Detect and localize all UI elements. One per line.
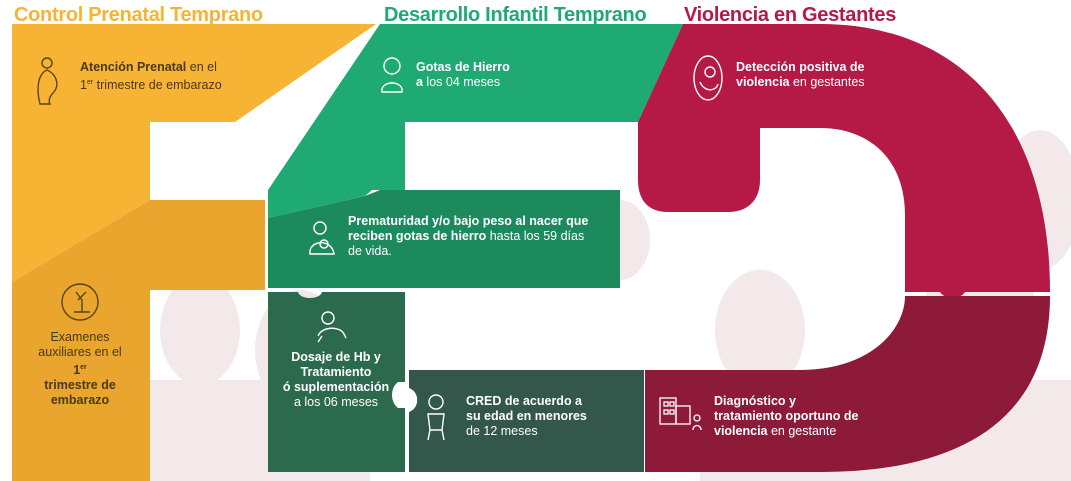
cred-l1: CRED de acuerdo a (466, 394, 583, 408)
dosaje-l4: a los 06 meses (293, 395, 379, 409)
card-diagnostico: Diagnóstico y tratamiento oportuno de vi… (714, 394, 874, 439)
header-violencia: Violencia en Gestantes (684, 4, 897, 26)
card-dosaje-hb: Dosaje de Hb y Tratamiento ó suplementac… (276, 350, 396, 410)
crawling-baby-icon (317, 311, 347, 343)
examenes-line2b: 1 (73, 363, 81, 378)
pregnant-woman-icon (37, 57, 58, 105)
cred-l3: de 12 meses (466, 424, 538, 438)
atencion-line2: trimestre de embarazo (93, 78, 222, 93)
header-control-prenatal: Control Prenatal Temprano (14, 4, 263, 26)
d-bottom-piece (645, 296, 1050, 472)
prematuridad-bold2: reciben gotas de hierro (348, 229, 487, 243)
diagnostico-bold3: violencia (714, 424, 768, 438)
four-bottom-piece (409, 370, 644, 472)
examenes-line3: trimestre de (44, 378, 116, 393)
atencion-line2-prefix: 1 (80, 78, 87, 93)
four-mid-piece (268, 190, 620, 288)
examenes-line4: embarazo (50, 393, 110, 408)
examenes-sup: er (80, 364, 87, 371)
prematuridad-bold1: Prematuridad y/o bajo peso al nacer que (348, 214, 589, 228)
prematuridad-rest2: hasta los 59 días (486, 229, 585, 243)
diagnostico-l2: tratamiento oportuno de (714, 409, 859, 423)
card-atencion-prenatal: Atención Prenatal en el 1er trimestre de… (80, 60, 240, 93)
card-deteccion-violencia: Detección positiva de violencia en gesta… (736, 60, 886, 90)
letter-f (12, 24, 376, 481)
four-top-piece (268, 24, 683, 218)
baby-icon (381, 57, 403, 93)
card-cred: CRED de acuerdo a su edad en menores de … (466, 394, 606, 439)
dosaje-l1: Dosaje de Hb y (291, 350, 381, 364)
gotas-rest: los 04 meses (422, 75, 501, 89)
dosaje-l3: ó suplementación (282, 380, 390, 394)
header-desarrollo-infantil: Desarrollo Infantil Temprano (384, 4, 647, 26)
examenes-line1: Examenes (50, 330, 110, 344)
f-top-piece (12, 24, 376, 282)
number-four (268, 24, 683, 472)
prematuridad-line3: de vida. (348, 244, 392, 258)
d-top-piece (638, 24, 1050, 298)
card-examenes-auxiliares: Examenes auxiliares en el 1er trimestre … (30, 330, 130, 408)
atencion-sup: er (86, 79, 94, 86)
diagnostico-rest3: en gestante (767, 424, 837, 438)
deteccion-bold2: violencia (736, 75, 790, 89)
letter-d (638, 24, 1050, 472)
toddler-icon (427, 394, 445, 441)
examenes-line2a: auxiliares en el (38, 345, 122, 359)
mother-baby-icon (309, 221, 335, 255)
cred-l2: su edad en menores (466, 409, 587, 423)
gotas-bold2: a (416, 75, 423, 89)
dosaje-l2: Tratamiento (300, 365, 372, 379)
f-mid-piece (12, 200, 265, 481)
card-prematuridad: Prematuridad y/o bajo peso al nacer que … (348, 214, 610, 259)
four-lower-piece (268, 292, 405, 472)
deteccion-bold1: Detección positiva de (736, 60, 865, 74)
gotas-bold1: Gotas de Hierro (416, 60, 510, 74)
fetus-icon (693, 55, 723, 101)
hospital-icon (659, 397, 702, 431)
deteccion-rest: en gestantes (789, 75, 865, 89)
atencion-rest1: en el (186, 60, 217, 74)
diagnostico-l1: Diagnóstico y (714, 394, 796, 408)
card-gotas-hierro: Gotas de Hierro a los 04 meses (416, 60, 556, 90)
microscope-icon (61, 283, 99, 321)
atencion-bold: Atención Prenatal (80, 60, 187, 74)
